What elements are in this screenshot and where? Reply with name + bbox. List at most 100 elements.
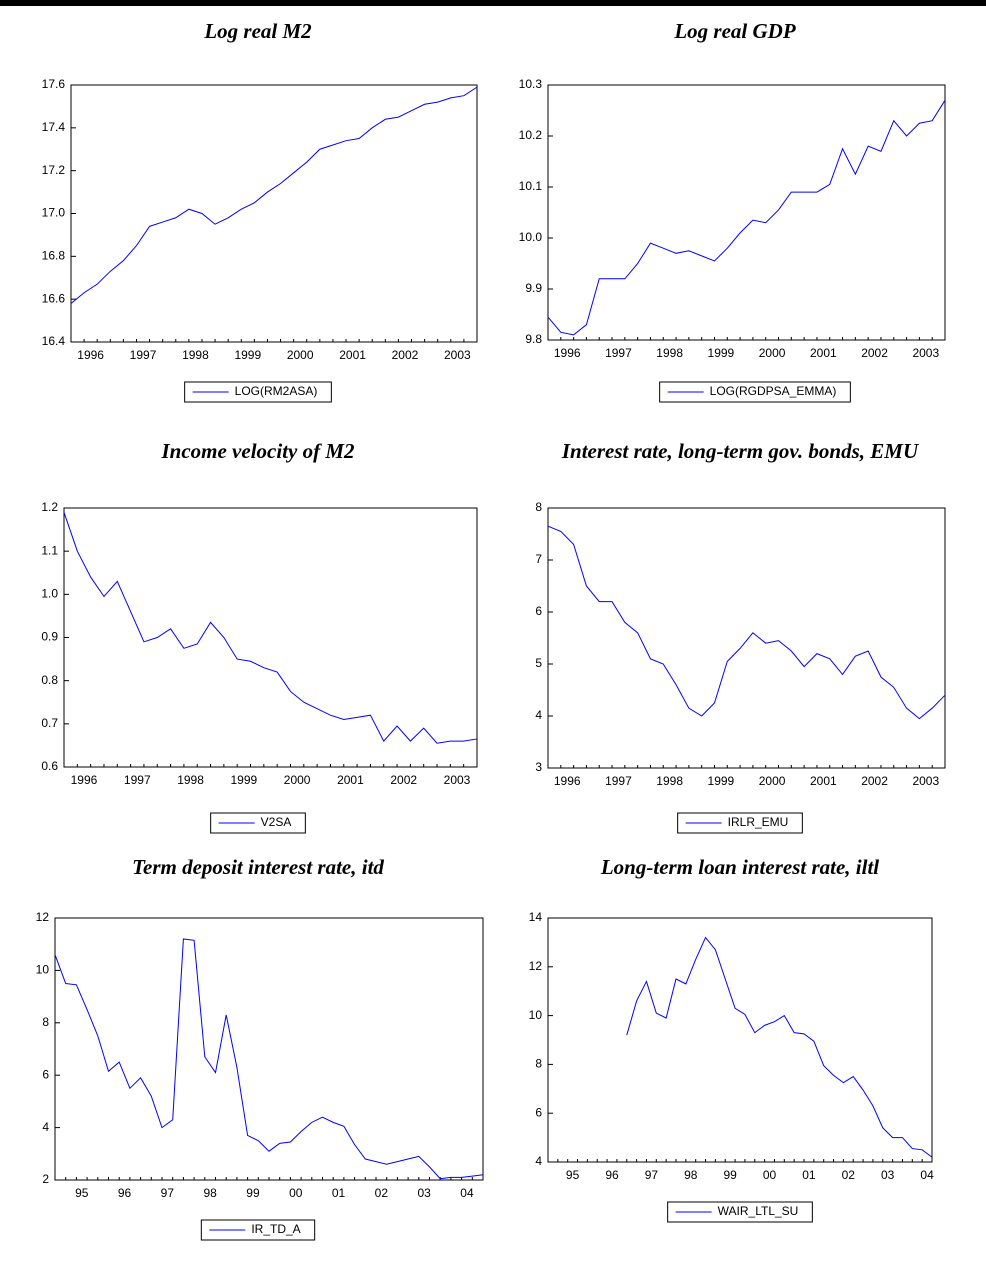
y-tick-label: 8 [535, 500, 542, 514]
legend: V2SA [210, 812, 306, 834]
x-tick-label: 1999 [234, 348, 261, 362]
y-tick-label: 4 [535, 708, 542, 722]
x-tick-label: 98 [203, 1186, 217, 1200]
data-line [626, 936, 933, 1158]
x-tick-label: 2001 [339, 348, 366, 362]
y-tick-label: 10.0 [519, 230, 543, 244]
y-tick-label: 16.8 [42, 249, 66, 263]
y-tick-label: 17.2 [42, 163, 66, 177]
x-tick-label: 1999 [708, 346, 735, 360]
y-tick-label: 6 [42, 1067, 49, 1081]
x-tick-label: 98 [684, 1168, 698, 1182]
x-tick-label: 2002 [392, 348, 419, 362]
y-tick-label: 9.8 [525, 332, 542, 346]
legend-box [200, 1219, 316, 1241]
y-tick-label: 1.1 [41, 543, 58, 557]
data-line [63, 512, 478, 744]
legend-label: IRLR_EMU [728, 815, 789, 829]
y-tick-label: 16.6 [42, 291, 66, 305]
data-line [54, 938, 484, 1180]
y-tick-label: 1.2 [41, 500, 58, 514]
legend-label: WAIR_LTL_SU [718, 1204, 799, 1218]
y-tick-label: 3 [535, 760, 542, 774]
x-tick-label: 03 [417, 1186, 431, 1200]
legend-box [659, 381, 851, 403]
x-tick-label: 1996 [77, 348, 104, 362]
x-tick-label: 1997 [605, 346, 632, 360]
x-tick-label: 2003 [912, 774, 939, 788]
legend-box [667, 1201, 813, 1223]
x-tick-label: 01 [332, 1186, 346, 1200]
y-tick-label: 17.0 [42, 206, 66, 220]
x-tick-label: 96 [605, 1168, 619, 1182]
top-rule [0, 0, 986, 6]
x-tick-label: 1998 [656, 346, 683, 360]
legend-box [210, 812, 306, 834]
plot-frame [70, 84, 478, 343]
y-tick-label: 7 [535, 552, 542, 566]
y-tick-label: 12 [36, 910, 50, 924]
x-tick-label: 04 [460, 1186, 474, 1200]
plot-frame [547, 84, 946, 341]
y-tick-label: 10.1 [519, 179, 543, 193]
legend: IRLR_EMU [677, 812, 803, 834]
y-tick-label: 14 [529, 910, 543, 924]
y-tick-label: 8 [535, 1057, 542, 1071]
y-tick-label: 17.4 [42, 120, 66, 134]
chart-title: Long-term loan interest rate, iltl [600, 855, 879, 879]
chart-title: Term deposit interest rate, itd [132, 855, 384, 879]
x-tick-label: 97 [161, 1186, 175, 1200]
legend-box [184, 381, 332, 403]
x-tick-label: 02 [842, 1168, 856, 1182]
x-tick-label: 2000 [759, 346, 786, 360]
y-tick-label: 16.4 [42, 334, 66, 348]
chart-title: Log real M2 [203, 19, 312, 43]
x-tick-label: 2001 [337, 773, 364, 787]
y-tick-label: 8 [42, 1015, 49, 1029]
x-tick-label: 1996 [554, 346, 581, 360]
x-tick-label: 00 [763, 1168, 777, 1182]
x-tick-label: 03 [881, 1168, 895, 1182]
y-tick-label: 0.6 [41, 759, 58, 773]
plot-frame [547, 917, 933, 1163]
x-tick-label: 97 [645, 1168, 659, 1182]
x-tick-label: 1997 [605, 774, 632, 788]
legend-box [677, 812, 803, 834]
x-tick-label: 1996 [71, 773, 98, 787]
x-tick-label: 2003 [912, 346, 939, 360]
y-tick-label: 0.9 [41, 630, 58, 644]
x-tick-label: 2002 [861, 346, 888, 360]
data-line [547, 525, 946, 720]
x-tick-label: 2002 [861, 774, 888, 788]
x-tick-label: 95 [566, 1168, 580, 1182]
data-line [547, 100, 946, 336]
legend: IR_TD_A [200, 1219, 316, 1241]
x-tick-label: 04 [920, 1168, 934, 1182]
x-tick-label: 2000 [287, 348, 314, 362]
data-line [70, 86, 478, 304]
x-tick-label: 1998 [656, 774, 683, 788]
plot-frame [54, 917, 484, 1181]
x-tick-label: 99 [246, 1186, 260, 1200]
legend-label: V2SA [261, 815, 292, 829]
x-tick-label: 2001 [810, 774, 837, 788]
y-tick-label: 17.6 [42, 77, 66, 91]
x-tick-label: 02 [375, 1186, 389, 1200]
x-tick-label: 1997 [124, 773, 151, 787]
x-tick-label: 2003 [444, 348, 471, 362]
y-tick-label: 4 [42, 1120, 49, 1134]
y-tick-label: 6 [535, 604, 542, 618]
x-tick-label: 1999 [708, 774, 735, 788]
x-tick-label: 99 [723, 1168, 737, 1182]
y-tick-label: 12 [529, 959, 543, 973]
legend: LOG(RGDPSA_EMMA) [659, 381, 851, 403]
legend-label: LOG(RM2ASA) [235, 384, 318, 398]
chart-title: Interest rate, long-term gov. bonds, EMU [561, 439, 920, 463]
y-tick-label: 5 [535, 656, 542, 670]
chart-title: Income velocity of M2 [160, 439, 355, 463]
x-tick-label: 2002 [390, 773, 417, 787]
x-tick-label: 1999 [231, 773, 258, 787]
x-tick-label: 01 [802, 1168, 816, 1182]
y-tick-label: 6 [535, 1105, 542, 1119]
